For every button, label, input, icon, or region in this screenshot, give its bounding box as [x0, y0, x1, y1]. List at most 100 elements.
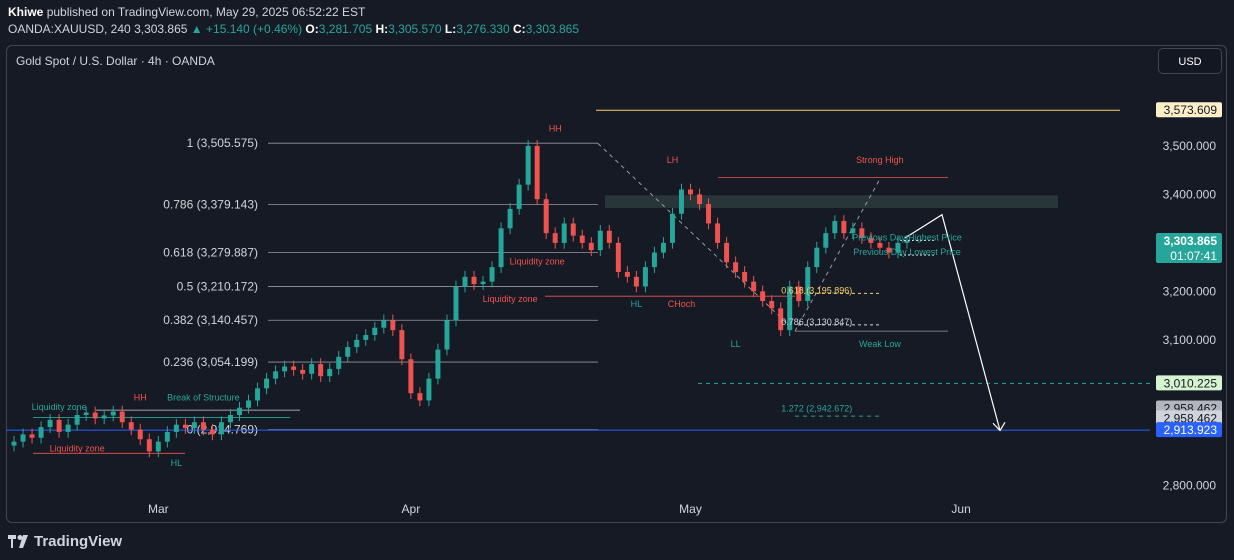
candle-82 [751, 275, 757, 298]
annotation-16: 0.618 (3,195.896) [781, 285, 852, 295]
candle-body-82 [751, 281, 757, 292]
candle-body-89 [814, 247, 820, 268]
candle-70 [642, 261, 648, 293]
candle-body-58 [534, 145, 540, 200]
candle-81 [742, 266, 748, 288]
candle-63 [579, 229, 585, 249]
candle-body-85 [778, 308, 784, 331]
candle-60 [552, 227, 558, 249]
candle-body-95 [868, 238, 874, 243]
tradingview-logo-icon [8, 535, 30, 548]
candle-48 [444, 314, 450, 356]
annotation-12: Liquidity zone [32, 402, 87, 412]
candle-body-18 [173, 424, 179, 432]
annotation-0: HH [549, 123, 562, 133]
candle-24 [227, 409, 233, 429]
projection-path [904, 213, 1001, 431]
candle-body-9 [92, 412, 98, 419]
candle-body-67 [615, 242, 621, 272]
annotation-11: Liquidity zone [483, 294, 538, 304]
currency-button[interactable]: USD [1158, 48, 1222, 74]
candle-19 [182, 418, 188, 434]
candle-body-36 [336, 356, 342, 369]
annotation-7: HH [134, 392, 147, 402]
low-value: 3,276.330 [456, 22, 510, 36]
candle-body-64 [588, 242, 594, 251]
candle-body-12 [119, 411, 125, 423]
candle-47 [435, 343, 441, 385]
candle-84 [769, 295, 775, 315]
candle-11 [110, 405, 116, 422]
price-badge-bg-2 [1156, 375, 1222, 391]
footer-brand[interactable]: TradingView [8, 533, 122, 550]
candle-body-15 [146, 439, 152, 452]
candle-37 [345, 341, 351, 363]
candle-20 [191, 416, 197, 434]
candle-body-28 [264, 378, 270, 389]
supply-zone [605, 195, 1058, 208]
symbol[interactable]: OANDA:XAUUSD, 240 [8, 22, 131, 36]
publisher-name[interactable]: Khiwe [8, 5, 44, 19]
candle-body-51 [471, 276, 477, 285]
x-tick-3: Jun [951, 502, 970, 516]
candle-body-52 [480, 281, 486, 285]
annotation-5: LL [731, 339, 741, 349]
fib-label-0: 1 (3,505.575) [187, 136, 258, 150]
candle-body-5 [56, 419, 62, 432]
chart-frame[interactable] [6, 45, 1227, 523]
open-label: O: [305, 22, 319, 36]
annotation-8: Break of Structure [167, 392, 240, 402]
candle-body-44 [408, 359, 414, 394]
candle-body-37 [345, 347, 351, 357]
candle-body-0 [11, 441, 17, 446]
candle-40 [372, 321, 378, 341]
diag-1 [597, 143, 796, 332]
candle-51 [471, 270, 477, 290]
candle-body-69 [633, 276, 639, 287]
candle-body-68 [624, 271, 630, 277]
candle-body-27 [255, 388, 261, 401]
y-tick-3: 3,100.000 [1163, 333, 1217, 347]
candle-33 [309, 358, 315, 380]
candle-16 [155, 435, 161, 458]
candle-7 [74, 409, 80, 431]
candle-body-83 [760, 291, 766, 302]
candle-body-24 [227, 414, 233, 423]
candle-97 [886, 241, 892, 259]
candle-body-73 [669, 213, 675, 243]
high-label: H: [375, 22, 389, 36]
candle-52 [480, 275, 486, 290]
candle-34 [318, 358, 324, 383]
fib-label-1: 0.786 (3,379.143) [163, 197, 258, 211]
price-badge-bg-0 [1156, 102, 1222, 118]
candle-body-77 [706, 204, 712, 224]
candle-body-46 [426, 378, 432, 401]
candle-96 [877, 237, 883, 254]
x-tick-2: May [679, 502, 702, 516]
price-badge-4: 2,958.462 [1156, 410, 1222, 426]
candle-23 [218, 416, 224, 441]
annotation-13: Liquidity zone [50, 443, 105, 453]
candle-91 [832, 215, 838, 239]
candle-21 [200, 416, 206, 436]
candle-body-97 [886, 247, 892, 253]
candle-64 [588, 237, 594, 256]
candle-9 [92, 406, 98, 425]
annotation-6: Weak Low [859, 339, 901, 349]
open-value: 3,281.705 [318, 22, 373, 36]
candle-body-54 [498, 228, 504, 268]
candle-36 [336, 350, 342, 375]
candle-49 [453, 280, 459, 327]
candle-67 [615, 237, 621, 278]
candle-0 [11, 435, 17, 452]
candle-46 [426, 372, 432, 407]
candle-90 [823, 227, 829, 254]
candle-body-23 [218, 422, 224, 435]
candle-44 [408, 353, 414, 399]
candle-2 [29, 428, 35, 444]
candle-62 [570, 217, 576, 242]
candle-body-43 [399, 330, 405, 360]
candle-75 [688, 183, 693, 201]
candle-body-32 [300, 369, 306, 374]
